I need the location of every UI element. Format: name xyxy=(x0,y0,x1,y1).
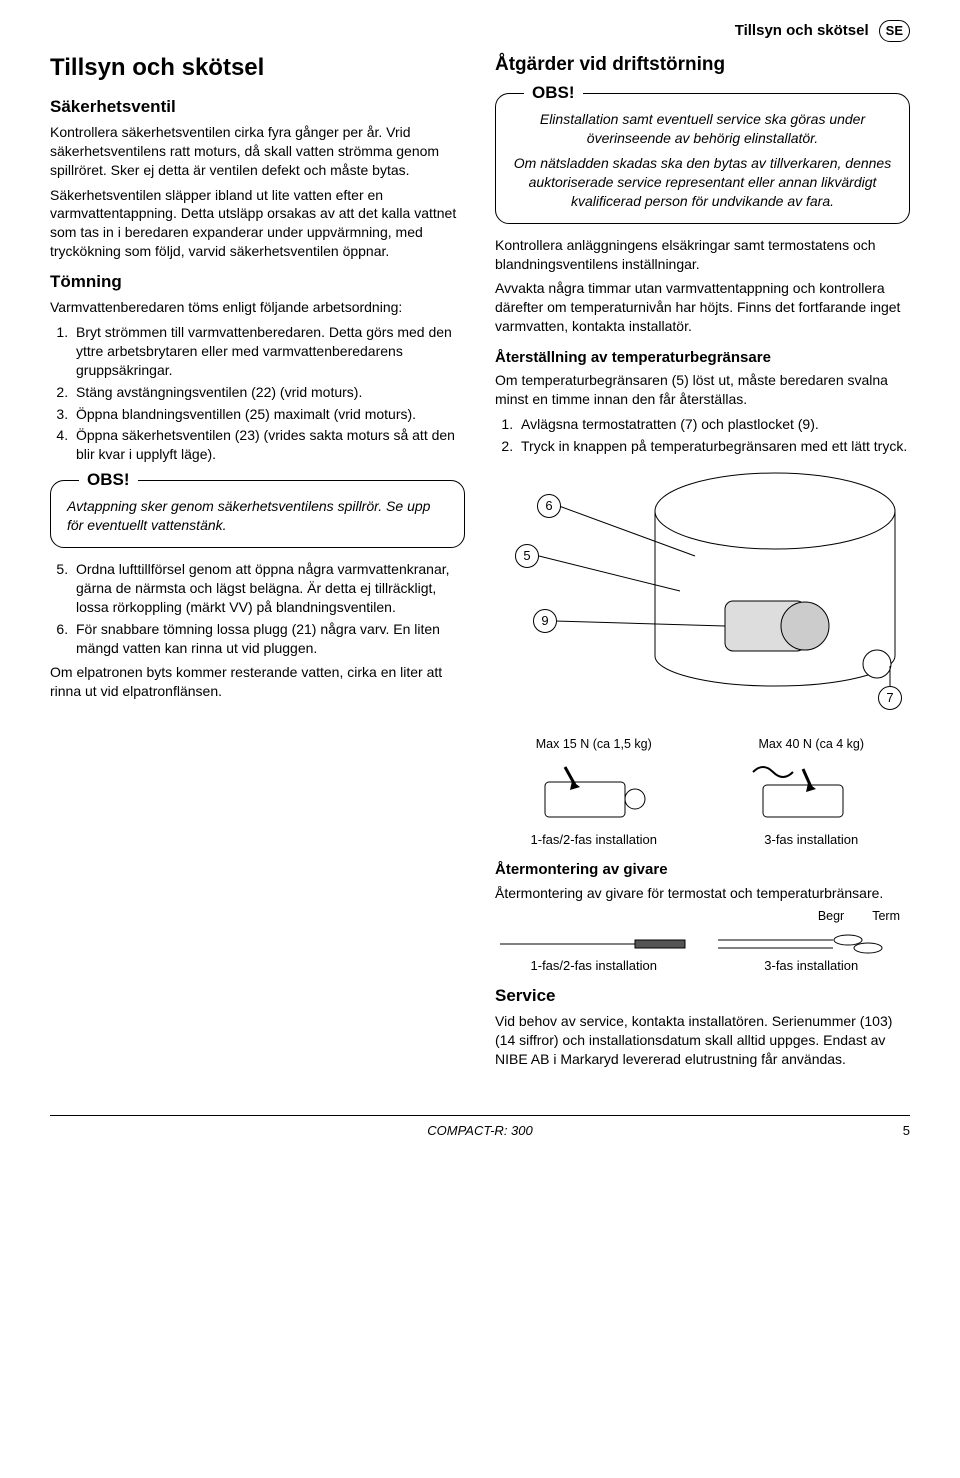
sensor-cell-right: 3-fas installation xyxy=(713,931,911,975)
list-item: Ordna lufttillförsel genom att öppna någ… xyxy=(72,560,465,617)
right-p2: Avvakta några timmar utan varmvattentapp… xyxy=(495,279,910,336)
thermostat-img-left xyxy=(495,757,693,827)
footer-model: COMPACT-R: 300 xyxy=(427,1122,532,1140)
caption-left: 1-fas/2-fas installation xyxy=(495,831,693,849)
list-item: Bryt strömmen till varmvattenberedaren. … xyxy=(72,323,465,380)
thermostat-img-right xyxy=(713,757,911,827)
obs-box-drain: OBS! Avtappning sker genom säkerhetsvent… xyxy=(50,480,465,548)
torque-left: Max 15 N (ca 1,5 kg) xyxy=(495,736,693,753)
right-p1: Kontrollera anläggningens elsäkringar sa… xyxy=(495,236,910,274)
sensor-img-left xyxy=(495,931,693,957)
list-item: Avlägsna termostatratten (7) och plastlo… xyxy=(517,415,910,434)
footer-page: 5 xyxy=(903,1122,910,1140)
probe-icon xyxy=(495,931,693,957)
diagram-main: 6 5 9 7 xyxy=(495,466,910,726)
sensor-cap-right: 3-fas installation xyxy=(713,957,911,975)
reset-steps: Avlägsna termostatratten (7) och plastlo… xyxy=(495,415,910,456)
callout-9: 9 xyxy=(533,609,557,633)
sensor-labels: Begr Term xyxy=(495,908,910,925)
reset-intro: Om temperaturbegränsaren (5) löst ut, må… xyxy=(495,371,910,409)
callout-5: 5 xyxy=(515,544,539,568)
obs-label: OBS! xyxy=(524,82,583,105)
obs-label: OBS! xyxy=(79,469,138,492)
left-column: Tillsyn och skötsel Säkerhetsventil Kont… xyxy=(50,52,465,1075)
header-title: Tillsyn och skötsel xyxy=(735,21,869,41)
content-columns: Tillsyn och skötsel Säkerhetsventil Kont… xyxy=(50,52,910,1075)
remount-text: Återmontering av givare för termostat oc… xyxy=(495,884,910,903)
callout-7: 7 xyxy=(878,686,902,710)
sensor-cap-left: 1-fas/2-fas installation xyxy=(495,957,693,975)
service-heading: Service xyxy=(495,985,910,1008)
country-badge: SE xyxy=(879,20,910,42)
page-header: Tillsyn och skötsel SE xyxy=(50,20,910,42)
install-cell-left: Max 15 N (ca 1,5 kg) 1-fas/2-fas install… xyxy=(495,736,693,848)
callout-6: 6 xyxy=(537,494,561,518)
drain-heading: Tömning xyxy=(50,271,465,294)
list-item: För snabbare tömning lossa plugg (21) nå… xyxy=(72,620,465,658)
remount-heading: Återmontering av givare xyxy=(495,860,910,880)
list-item: Öppna säkerhetsventilen (23) (vrides sak… xyxy=(72,426,465,464)
sensor-row: 1-fas/2-fas installation 3-fas installat… xyxy=(495,931,910,975)
reset-heading: Återställning av temperaturbegränsare xyxy=(495,348,910,368)
install-cell-right: Max 40 N (ca 4 kg) 3-fas installation xyxy=(713,736,911,848)
sensor-cell-left: 1-fas/2-fas installation xyxy=(495,931,693,975)
device-icon xyxy=(495,757,693,827)
safety-p1: Kontrollera säkerhetsventilen cirka fyra… xyxy=(50,123,465,180)
probe-icon xyxy=(713,931,911,957)
drain-steps: Bryt strömmen till varmvattenberedaren. … xyxy=(50,323,465,464)
page-title: Tillsyn och skötsel xyxy=(50,52,465,84)
right-column: Åtgärder vid driftstörning OBS! Elinstal… xyxy=(495,52,910,1075)
safety-heading: Säkerhetsventil xyxy=(50,96,465,119)
obs-box-actions: OBS! Elinstallation samt eventuell servi… xyxy=(495,93,910,223)
safety-p2: Säkerhetsventilen släpper ibland ut lite… xyxy=(50,186,465,262)
device-icon xyxy=(713,757,911,827)
drain-outro: Om elpatronen byts kommer resterande vat… xyxy=(50,663,465,701)
torque-right: Max 40 N (ca 4 kg) xyxy=(713,736,911,753)
obs-p2: Om nätsladden skadas ska den bytas av ti… xyxy=(512,154,893,211)
service-text: Vid behov av service, kontakta installat… xyxy=(495,1012,910,1069)
sensor-img-right xyxy=(713,931,911,957)
label-begr: Begr xyxy=(818,908,844,925)
footer: COMPACT-R: 300 5 xyxy=(50,1115,910,1140)
list-item: Tryck in knappen på temperaturbegränsare… xyxy=(517,437,910,456)
list-item: Öppna blandningsventillen (25) maximalt … xyxy=(72,405,465,424)
drain-intro: Varmvattenberedaren töms enligt följande… xyxy=(50,298,465,317)
list-item: Stäng avstängningsventilen (22) (vrid mo… xyxy=(72,383,465,402)
drain-steps-cont: Ordna lufttillförsel genom att öppna någ… xyxy=(50,560,465,657)
obs-p1: Elinstallation samt eventuell service sk… xyxy=(512,110,893,148)
actions-heading: Åtgärder vid driftstörning xyxy=(495,52,910,78)
caption-right: 3-fas installation xyxy=(713,831,911,849)
label-term: Term xyxy=(872,908,900,925)
install-row: Max 15 N (ca 1,5 kg) 1-fas/2-fas install… xyxy=(495,736,910,848)
obs-text: Avtappning sker genom säkerhetsventilens… xyxy=(67,498,430,533)
